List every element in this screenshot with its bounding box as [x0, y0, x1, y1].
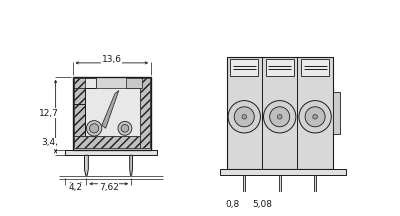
Polygon shape	[140, 78, 150, 148]
Text: 4,2: 4,2	[69, 183, 83, 192]
Circle shape	[270, 107, 290, 127]
Polygon shape	[74, 87, 85, 136]
Circle shape	[86, 121, 102, 136]
Text: 7,62: 7,62	[99, 183, 119, 192]
Circle shape	[90, 124, 99, 133]
Polygon shape	[102, 91, 119, 128]
Text: 3,4: 3,4	[42, 138, 56, 147]
Circle shape	[313, 114, 318, 119]
Circle shape	[234, 107, 254, 127]
Bar	[226, 57, 333, 169]
Circle shape	[228, 101, 260, 133]
Text: 0,8: 0,8	[225, 200, 240, 209]
Circle shape	[305, 107, 325, 127]
Polygon shape	[74, 78, 96, 87]
Text: 13,6: 13,6	[102, 54, 122, 64]
Polygon shape	[85, 78, 140, 136]
Bar	[314, 175, 316, 192]
Polygon shape	[126, 78, 142, 87]
Bar	[65, 150, 157, 155]
Circle shape	[118, 121, 132, 135]
Circle shape	[299, 101, 331, 133]
Bar	[278, 175, 281, 192]
Bar	[230, 59, 258, 76]
Circle shape	[121, 124, 129, 132]
Text: 5,08: 5,08	[252, 200, 272, 209]
Bar	[266, 59, 294, 76]
Polygon shape	[84, 155, 88, 175]
Bar	[333, 92, 340, 135]
Text: 12,7: 12,7	[39, 109, 59, 118]
Polygon shape	[72, 77, 151, 150]
Circle shape	[242, 114, 246, 119]
Bar	[243, 175, 246, 192]
Bar	[220, 169, 346, 175]
Polygon shape	[74, 136, 140, 148]
Bar	[301, 59, 329, 76]
Polygon shape	[130, 155, 132, 175]
Circle shape	[264, 101, 296, 133]
Circle shape	[277, 114, 282, 119]
